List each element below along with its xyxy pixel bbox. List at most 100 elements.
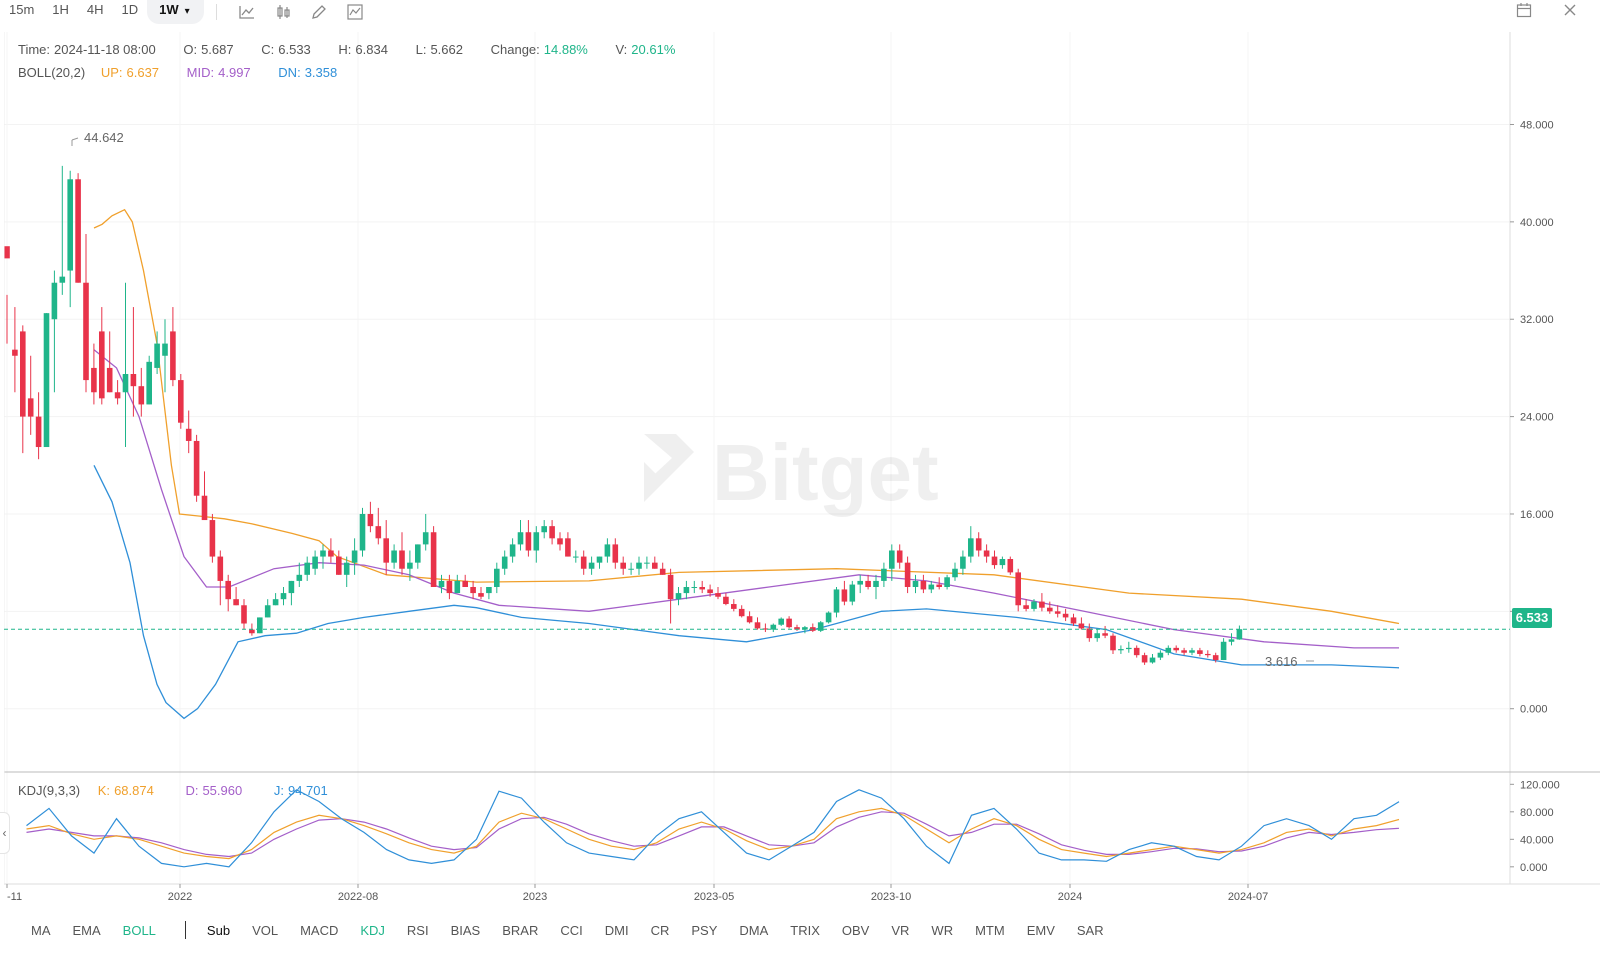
candle-body [4, 246, 10, 259]
indicator-dmi[interactable]: DMI [604, 922, 629, 938]
low-marker-label: 3.616 [1265, 654, 1298, 669]
indicator-rsi[interactable]: RSI [406, 922, 429, 938]
timeframe-1d[interactable]: 1D [121, 2, 139, 17]
candle [565, 532, 571, 557]
ohlc-info-row: Time: 2024-11-18 08:00 O: 5.687 C: 6.533 H:… [18, 42, 699, 57]
candle [1157, 650, 1164, 661]
indicator-settings-icon[interactable] [345, 2, 365, 22]
indicator-brar[interactable]: BRAR [502, 922, 539, 938]
calendar-icon[interactable] [1514, 0, 1534, 20]
candle [652, 556, 658, 569]
indicator-wr[interactable]: WR [931, 922, 954, 938]
candle [138, 367, 145, 417]
candle-body [675, 593, 682, 600]
indicator-vol[interactable]: VOL [252, 922, 279, 938]
candle-body [486, 587, 492, 594]
kdj-lines [26, 789, 1400, 868]
candle [209, 513, 216, 563]
candle-body [920, 580, 927, 590]
candle [304, 556, 310, 581]
candle [1118, 645, 1124, 654]
candle-body [241, 605, 247, 624]
indicator-trix[interactable]: TRIX [790, 922, 820, 938]
open-readout: O: 5.687 [183, 42, 234, 57]
candle [462, 574, 468, 587]
time-tick-label: 2023 [523, 891, 547, 903]
candle [27, 355, 34, 435]
candle [178, 374, 184, 429]
indicator-ma[interactable]: MA [31, 922, 51, 938]
indicator-macd[interactable]: MACD [300, 922, 339, 938]
indicator-emv[interactable]: EMV [1026, 922, 1055, 938]
candle-body [723, 596, 729, 605]
boll-mid-readout: MID: 4.997 [186, 65, 251, 80]
indicator-vr[interactable]: VR [891, 922, 910, 938]
candlestick-icon[interactable] [273, 2, 293, 22]
price-chart[interactable]: Bitget 48.00040.00032.00024.00016.0008.0… [4, 32, 1600, 907]
indicator-boll[interactable]: BOLL [122, 922, 156, 938]
kdj-j-readout: J: 94.701 [273, 783, 328, 798]
candle [225, 574, 231, 612]
candle-body [138, 386, 145, 405]
candle-body [162, 343, 168, 356]
candle [738, 605, 745, 618]
candle-body [1149, 657, 1156, 663]
candle [849, 580, 856, 606]
candle-body [1205, 653, 1211, 656]
boll-dn-readout: DN: 3.358 [278, 65, 338, 80]
price-tick-label: 0.000 [1520, 704, 1548, 716]
indicator-obv[interactable]: OBV [841, 922, 870, 938]
boll-up-readout: UP: 6.637 [100, 65, 160, 80]
indicator-mtm[interactable]: MTM [975, 922, 1005, 938]
boll-info-row: BOLL(20,2) UP: 6.637 MID: 4.997 DN: 3.358 [18, 65, 361, 80]
timeframe-1h[interactable]: 1H [52, 2, 69, 17]
timeframe-15m[interactable]: 15m [9, 2, 35, 17]
candle-body [154, 343, 160, 368]
candle [636, 556, 642, 575]
candle [1228, 633, 1235, 646]
boll-upper-band [93, 208, 1400, 625]
candle [185, 410, 192, 454]
indicator-psy[interactable]: PSY [691, 922, 718, 938]
candle [35, 392, 42, 460]
kdj-info-row: KDJ(9,3,3) K: 68.874 D: 55.960 J: 94.701 [18, 783, 356, 798]
candle-body [1102, 633, 1108, 636]
candle-body [731, 604, 737, 609]
candle [422, 513, 429, 551]
candle [1133, 645, 1140, 658]
indicator-dma[interactable]: DMA [739, 922, 769, 938]
candle-body [1094, 633, 1100, 639]
indicator-cr[interactable]: CR [650, 922, 670, 938]
indicator-bias[interactable]: BIAS [450, 922, 481, 938]
candle [154, 331, 160, 375]
indicator-kdj[interactable]: KDJ [360, 922, 385, 938]
toolbar-divider [215, 4, 217, 20]
timeframe-1w-dropdown[interactable]: 1W ▾ [147, 0, 204, 24]
candlesticks [4, 165, 1243, 665]
candle-body [549, 526, 555, 539]
timeframe-4h[interactable]: 4H [86, 2, 104, 17]
candle [1039, 593, 1045, 612]
candle [881, 562, 887, 587]
candle-body [857, 580, 863, 585]
low-marker: 3.616 [1265, 654, 1314, 669]
close-icon[interactable] [1560, 0, 1580, 20]
candle [122, 282, 129, 448]
candle [106, 331, 113, 393]
candle-body [328, 550, 334, 557]
indicator-sar[interactable]: SAR [1076, 922, 1104, 938]
line-chart-icon[interactable] [237, 2, 257, 22]
collapse-panel-chevron-icon[interactable]: ‹ [0, 812, 10, 854]
candle [296, 562, 303, 587]
candle [865, 574, 871, 590]
indicator-cci[interactable]: CCI [560, 922, 583, 938]
time-tick-label: 2023-05 [694, 891, 734, 903]
candle [470, 580, 476, 600]
candle-body [462, 580, 468, 587]
candle-body [999, 559, 1006, 566]
candle [778, 617, 784, 626]
pencil-draw-icon[interactable] [309, 2, 329, 22]
candle-body [336, 556, 342, 575]
indicator-ema[interactable]: EMA [72, 922, 101, 938]
candle [715, 587, 721, 600]
